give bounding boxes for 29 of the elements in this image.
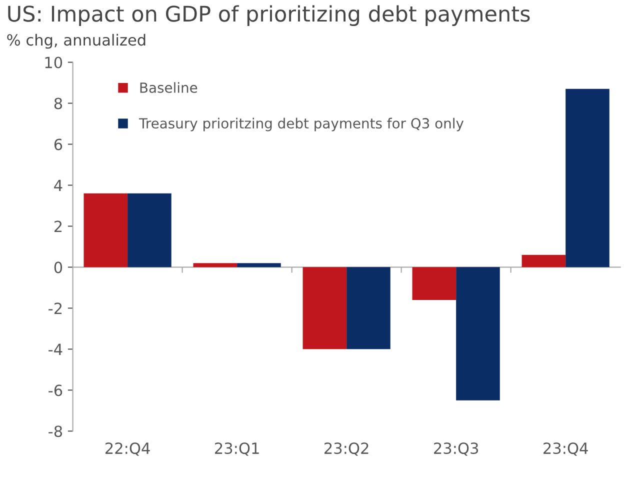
- y-tick-label: 10: [45, 56, 62, 68]
- y-tick-label: 2: [54, 220, 62, 232]
- y-tick-label: -8: [48, 426, 62, 438]
- legend-label: Treasury prioritzing debt payments for Q3 only: [138, 118, 464, 132]
- bar: [84, 193, 128, 268]
- bar: [346, 267, 390, 350]
- y-tick-label: -6: [48, 384, 62, 396]
- x-tick-label: 23:Q1: [215, 442, 259, 456]
- bar: [456, 267, 500, 400]
- x-tick-label: 23:Q3: [434, 442, 478, 456]
- x-tick-label: 23:Q2: [324, 442, 368, 456]
- bar: [412, 267, 456, 300]
- y-tick-label: 4: [54, 180, 62, 192]
- y-tick-label: 8: [54, 98, 62, 110]
- x-tick-label: 23:Q4: [544, 442, 588, 456]
- y-tick-label: 0: [54, 262, 62, 274]
- legend-label: Baseline: [140, 82, 198, 93]
- bar: [128, 193, 172, 268]
- bar: [302, 267, 347, 350]
- x-tick-label: 22:Q4: [106, 442, 150, 456]
- bar: [237, 263, 281, 268]
- y-tick-label: -2: [48, 302, 62, 314]
- y-axis-title: % chg, annualized: [7, 34, 146, 49]
- bar: [522, 254, 566, 268]
- y-tick-label: -4: [48, 344, 62, 355]
- chart-title: US: Impact on GDP of prioritizing debt payments: [8, 5, 530, 26]
- bar: [566, 88, 610, 268]
- y-tick-label: 6: [54, 138, 62, 150]
- bar: [193, 263, 238, 268]
